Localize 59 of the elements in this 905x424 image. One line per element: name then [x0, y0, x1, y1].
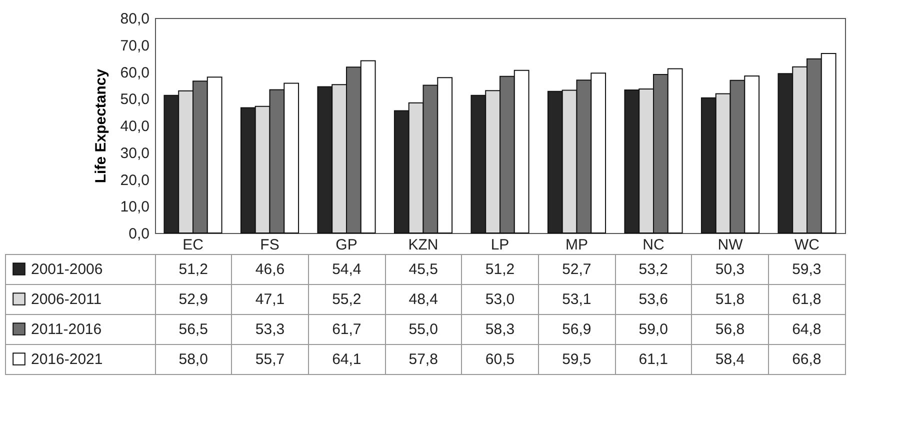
legend-label: 2016-2021: [31, 351, 103, 368]
y-tick-label: 60,0: [120, 64, 150, 82]
data-label: 53,1: [562, 291, 592, 308]
data-label: 61,1: [638, 351, 668, 368]
data-label: 55,2: [332, 291, 362, 308]
y-tick-label: 0,0: [128, 226, 150, 242]
data-label: 58,4: [715, 351, 745, 368]
y-tick-label: 30,0: [120, 144, 150, 162]
data-label: 57,8: [408, 351, 438, 368]
y-tick-label: 40,0: [120, 118, 150, 135]
y-tick-label: 50,0: [120, 91, 150, 108]
legend-label: 2006-2011: [31, 291, 102, 308]
data-label: 61,7: [332, 321, 362, 338]
x-tick-label: GP: [336, 236, 358, 254]
x-tick-label: LP: [490, 236, 510, 254]
data-label: 51,2: [485, 261, 515, 278]
data-label: 53,2: [638, 261, 668, 278]
y-tick-label: 20,0: [120, 172, 150, 189]
y-tick-label: 80,0: [120, 10, 150, 28]
x-tick-label: EC: [182, 236, 204, 254]
data-label: 52,7: [562, 261, 592, 278]
data-label: 61,8: [792, 291, 822, 308]
data-label: 51,8: [715, 291, 745, 308]
x-tick-label: MP: [566, 236, 588, 254]
y-tick-label: 10,0: [120, 198, 150, 216]
data-label: 53,6: [638, 291, 668, 308]
data-label: 64,1: [332, 351, 362, 368]
data-label: 58,3: [485, 321, 515, 338]
data-label: 60,5: [485, 351, 515, 368]
y-tick-label: 70,0: [120, 37, 150, 54]
x-tick-label: FS: [260, 236, 280, 254]
data-label: 51,2: [178, 261, 208, 278]
data-label: 55,0: [408, 321, 438, 338]
x-tick-label: NC: [642, 236, 664, 254]
legend-label: 2011-2016: [31, 321, 102, 338]
data-label: 56,9: [562, 321, 592, 338]
data-label: 47,1: [255, 291, 285, 308]
data-label: 64,8: [792, 321, 822, 338]
y-axis-title: Life Expectancy: [92, 68, 110, 184]
data-label: 46,6: [255, 261, 285, 278]
data-label: 52,9: [178, 291, 208, 308]
data-label: 45,5: [408, 261, 438, 278]
data-label: 59,0: [638, 321, 668, 338]
legend-label: 2001-2006: [31, 261, 103, 278]
data-label: 54,4: [332, 261, 362, 278]
data-label: 59,5: [562, 351, 592, 368]
data-label: 55,7: [255, 351, 285, 368]
x-tick-label: NW: [718, 236, 744, 254]
x-tick-label: WC: [794, 236, 820, 254]
data-label: 50,3: [715, 261, 745, 278]
data-label: 56,5: [178, 321, 208, 338]
data-label: 53,0: [485, 291, 515, 308]
data-label: 58,0: [178, 351, 208, 368]
data-label: 56,8: [715, 321, 745, 338]
data-label: 66,8: [792, 351, 822, 368]
data-label: 48,4: [408, 291, 438, 308]
data-label: 59,3: [792, 261, 822, 278]
data-label: 53,3: [255, 321, 285, 338]
x-tick-label: KZN: [408, 236, 438, 254]
